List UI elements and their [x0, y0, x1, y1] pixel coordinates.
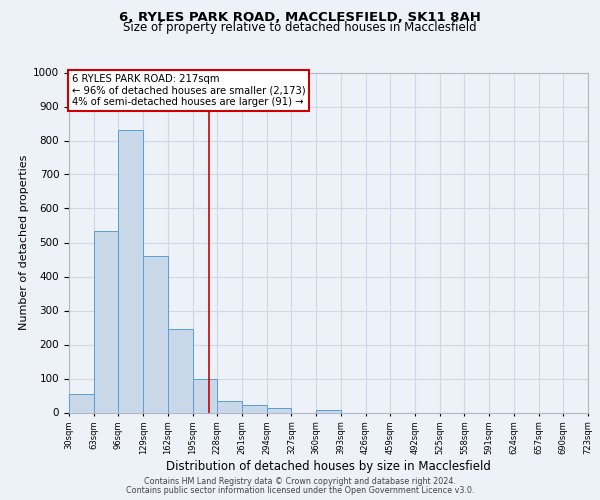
Bar	[217, 400, 242, 412]
Text: 6 RYLES PARK ROAD: 217sqm
← 96% of detached houses are smaller (2,173)
4% of sem: 6 RYLES PARK ROAD: 217sqm ← 96% of detac…	[71, 74, 305, 108]
Text: Contains HM Land Registry data © Crown copyright and database right 2024.: Contains HM Land Registry data © Crown c…	[144, 477, 456, 486]
Bar	[316, 410, 341, 412]
Bar	[118, 130, 143, 412]
Text: Contains public sector information licensed under the Open Government Licence v3: Contains public sector information licen…	[126, 486, 474, 495]
Bar	[193, 378, 217, 412]
Y-axis label: Number of detached properties: Number of detached properties	[19, 155, 29, 330]
Bar	[143, 256, 168, 412]
Bar	[242, 405, 267, 412]
Text: 6, RYLES PARK ROAD, MACCLESFIELD, SK11 8AH: 6, RYLES PARK ROAD, MACCLESFIELD, SK11 8…	[119, 11, 481, 24]
Bar	[267, 408, 292, 412]
Bar	[69, 394, 94, 412]
Text: Size of property relative to detached houses in Macclesfield: Size of property relative to detached ho…	[123, 22, 477, 35]
X-axis label: Distribution of detached houses by size in Macclesfield: Distribution of detached houses by size …	[166, 460, 491, 472]
Bar	[168, 329, 193, 412]
Bar	[94, 230, 118, 412]
